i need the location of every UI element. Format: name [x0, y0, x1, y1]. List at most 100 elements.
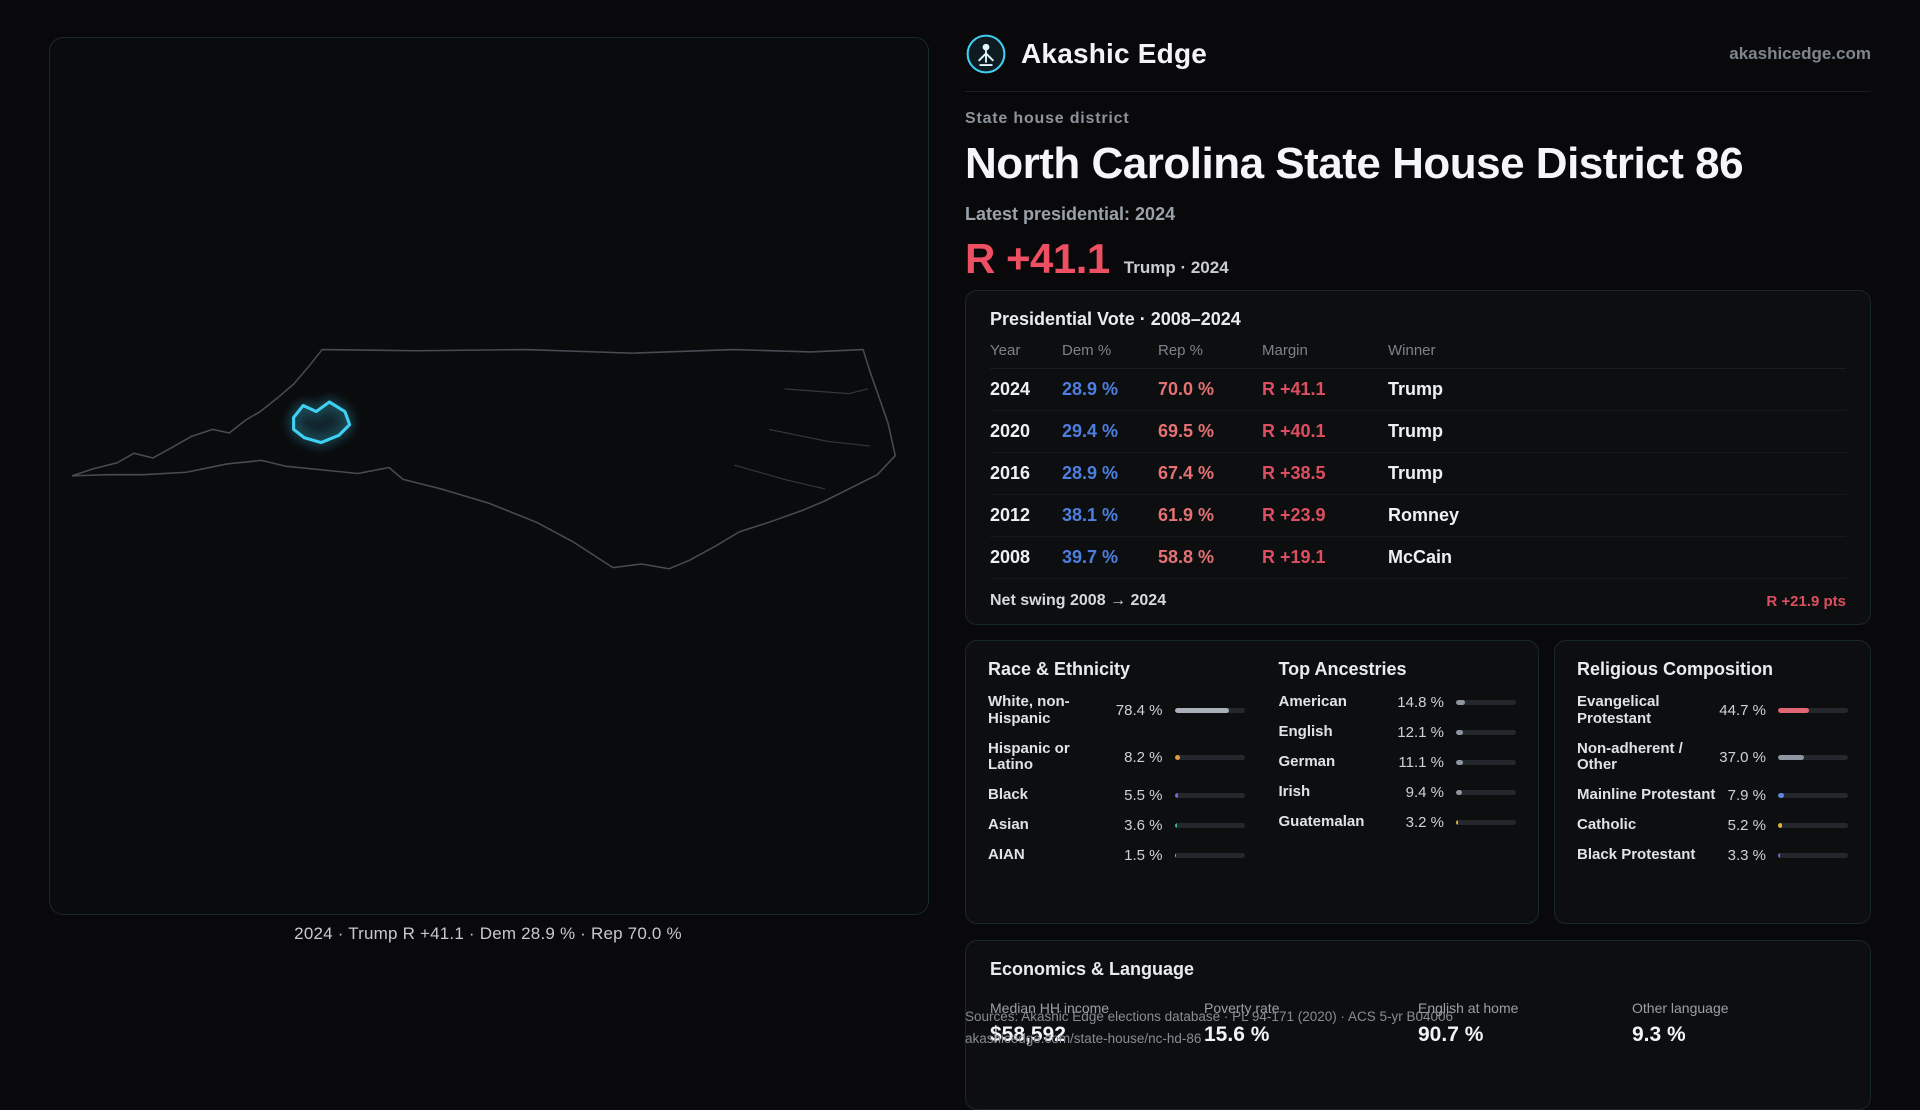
race-ethnicity-title: Race & Ethnicity — [988, 659, 1131, 680]
col-header-rep: Rep % — [1158, 342, 1204, 360]
table-row: 2024 28.9 % 70.0 % R +41.1 Trump — [990, 369, 1846, 412]
race-row: AIAN 1.5 % — [988, 847, 1245, 864]
cell-rep-pct: 69.5 % — [1158, 421, 1215, 442]
cell-dem-pct: 29.4 % — [1062, 421, 1119, 442]
stat-bar — [1174, 754, 1245, 760]
headline-margin-row: R +41.1 Trump · 2024 — [965, 238, 1871, 280]
stat-bar — [1778, 708, 1848, 714]
table-row: 2012 38.1 % 61.9 % R +23.9 Romney — [990, 495, 1846, 538]
economics-title: Economics & Language — [990, 959, 1195, 980]
table-row: 2008 39.7 % 58.8 % R +19.1 McCain — [990, 537, 1846, 580]
col-header-year: Year — [990, 342, 1021, 360]
net-swing-value: R +21.9 pts — [1766, 592, 1846, 610]
race-row: Black 5.5 % — [988, 787, 1245, 804]
albemarle-sound-line — [784, 388, 868, 395]
stat-bar — [1174, 823, 1245, 829]
page-title: North Carolina State House District 86 — [965, 139, 1744, 188]
stat-bar — [1456, 730, 1516, 736]
district-86-highlight[interactable] — [292, 400, 352, 445]
nc-state-outline — [72, 348, 897, 570]
akashic-edge-logo-icon — [965, 33, 1007, 75]
stat-bar — [1456, 790, 1516, 796]
race-row: Hispanic or Latino 8.2 % — [988, 740, 1245, 775]
ancestry-row: Irish 9.4 % — [1279, 783, 1516, 801]
stat-bar — [1174, 708, 1245, 714]
top-ancestries-section: Top Ancestries American 14.8 % English 1… — [1278, 659, 1516, 905]
cell-winner: Trump — [1388, 421, 1444, 442]
permalink[interactable]: akashicedge.com/state-house/nc-hd-86 — [965, 1030, 1202, 1046]
cell-year: 2020 — [990, 421, 1031, 442]
stat-bar — [1174, 853, 1245, 859]
headline-margin-value: R +41.1 — [965, 235, 1110, 283]
cell-margin: R +40.1 — [1262, 421, 1326, 442]
religion-row: Catholic 5.2 % — [1577, 817, 1848, 834]
religion-title: Religious Composition — [1577, 659, 1773, 680]
col-header-margin: Margin — [1262, 342, 1308, 360]
race-ethnicity-section: Race & Ethnicity White, non-Hispanic 78.… — [988, 659, 1245, 905]
presidential-vote-panel: Presidential Vote · 2008–2024 Year Dem %… — [965, 290, 1871, 626]
religion-row: Mainline Protestant 7.9 % — [1577, 787, 1848, 804]
religion-row: Evangelical Protestant 44.7 % — [1577, 693, 1848, 728]
cell-rep-pct: 70.0 % — [1158, 379, 1215, 400]
sources-footer: Sources: Akashic Edge elections database… — [965, 1006, 1453, 1049]
cell-margin: R +41.1 — [1262, 379, 1326, 400]
cell-dem-pct: 28.9 % — [1062, 463, 1119, 484]
top-ancestries-title: Top Ancestries — [1278, 659, 1407, 680]
ancestry-row: English 12.1 % — [1279, 723, 1516, 741]
stat-english-at-home: English at home 90.7 % — [1418, 1000, 1519, 1047]
ancestry-row: Guatemalan 3.2 % — [1279, 813, 1516, 831]
map-caption: 2024 · Trump R +41.1 · Dem 28.9 % · Rep … — [294, 924, 682, 943]
right-column: Akashic Edge akashicedge.com State house… — [965, 0, 1871, 1110]
stat-bar — [1456, 700, 1516, 706]
col-header-winner: Winner — [1388, 342, 1436, 360]
cell-dem-pct: 38.1 % — [1062, 505, 1119, 526]
cell-year: 2012 — [990, 505, 1031, 526]
nc-state-map — [72, 348, 897, 570]
cell-rep-pct: 67.4 % — [1158, 463, 1215, 484]
pamlico-sound-line — [768, 428, 871, 447]
cell-rep-pct: 58.8 % — [1158, 547, 1215, 568]
page: { "header": { "brand": "Akashic Edge", "… — [49, 34, 1871, 1110]
religion-row: Black Protestant 3.3 % — [1577, 847, 1848, 864]
ancestry-row: German 11.1 % — [1279, 753, 1516, 771]
net-swing-row: Net swing 2008 → 2024 R +21.9 pts — [990, 579, 1846, 610]
cell-winner: Trump — [1388, 379, 1444, 400]
district-map-panel — [49, 37, 929, 915]
presidential-panel-title: Presidential Vote · 2008–2024 — [990, 309, 1241, 330]
cell-winner: McCain — [1388, 547, 1453, 568]
ancestry-row: American 14.8 % — [1279, 693, 1516, 711]
stat-poverty-rate: Poverty rate 15.6 % — [1204, 1000, 1280, 1047]
cell-winner: Trump — [1388, 463, 1444, 484]
race-ancestry-panel: Race & Ethnicity White, non-Hispanic 78.… — [965, 640, 1539, 925]
brand-name: Akashic Edge — [1021, 38, 1208, 69]
table-header-row: Year Dem % Rep % Margin Winner — [990, 342, 1846, 370]
site-url-link[interactable]: akashicedge.com — [1729, 44, 1871, 63]
table-row: 2020 29.4 % 69.5 % R +40.1 Trump — [990, 411, 1846, 454]
stat-bar — [1456, 760, 1516, 766]
stat-bar — [1778, 793, 1848, 799]
table-row: 2016 28.9 % 67.4 % R +38.5 Trump — [990, 453, 1846, 496]
header: Akashic Edge akashicedge.com — [965, 0, 1871, 75]
economics-stats-grid: Median HH income $58,592 Poverty rate 15… — [990, 1000, 1846, 1047]
cell-rep-pct: 61.9 % — [1158, 505, 1215, 526]
religion-panel: Religious Composition Evangelical Protes… — [1554, 640, 1871, 925]
cell-margin: R +38.5 — [1262, 463, 1326, 484]
latest-presidential-label: Latest presidential: 2024 — [965, 204, 1176, 225]
stat-bar — [1778, 853, 1848, 859]
stat-bar — [1456, 820, 1516, 826]
race-row: Asian 3.6 % — [988, 817, 1245, 834]
cell-margin: R +19.1 — [1262, 547, 1326, 568]
stat-median-income: Median HH income $58,592 — [990, 1000, 1110, 1047]
cell-year: 2024 — [990, 379, 1031, 400]
district-type-kicker: State house district — [965, 110, 1130, 127]
race-row: White, non-Hispanic 78.4 % — [988, 693, 1245, 728]
col-header-dem: Dem % — [1062, 342, 1112, 360]
neuse-river-line — [734, 464, 826, 490]
cell-dem-pct: 28.9 % — [1062, 379, 1119, 400]
stat-bar — [1778, 823, 1848, 829]
cell-year: 2016 — [990, 463, 1031, 484]
demographics-row: Race & Ethnicity White, non-Hispanic 78.… — [965, 640, 1871, 925]
sources-line: Sources: Akashic Edge elections database… — [965, 1009, 1454, 1024]
religion-row: Non-adherent / Other 37.0 % — [1577, 740, 1848, 775]
header-divider — [965, 91, 1871, 92]
